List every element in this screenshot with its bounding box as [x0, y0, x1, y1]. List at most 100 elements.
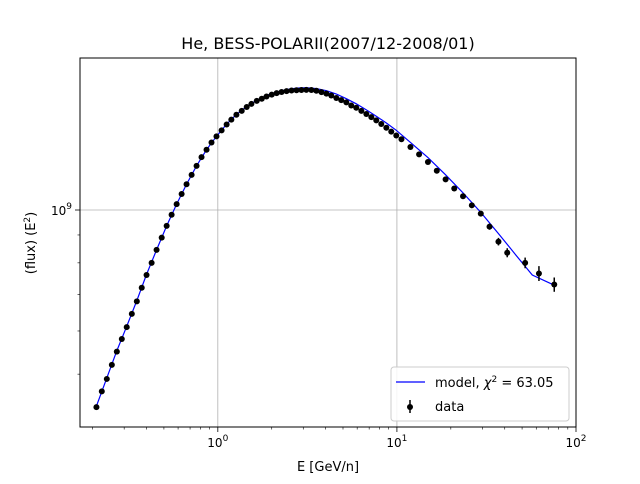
data-point: [228, 116, 235, 123]
data-point: [188, 171, 195, 178]
data-point: [108, 361, 115, 368]
data-point: [243, 103, 250, 110]
data-point: [273, 90, 280, 97]
data-point: [407, 143, 414, 150]
data-point: [328, 92, 335, 99]
data-point: [416, 151, 423, 158]
data-point: [113, 348, 120, 355]
x-tick-label-exp: 1: [402, 434, 408, 444]
legend-data-marker-swatch: [407, 404, 413, 410]
data-point: [343, 99, 350, 106]
y-tick-label: 109: [51, 202, 72, 218]
data-point: [278, 88, 285, 95]
data-point: [378, 120, 385, 127]
data-point: [303, 86, 310, 93]
data-point: [218, 127, 225, 134]
data-point: [433, 167, 440, 174]
data-point: [193, 162, 200, 169]
data-point: [248, 100, 255, 107]
data-point: [123, 324, 130, 331]
legend-model-prefix: model,: [435, 376, 484, 391]
data-point: [368, 114, 375, 121]
data-point: [383, 124, 390, 131]
data-point: [442, 176, 449, 183]
data-point: [308, 86, 315, 93]
data-point: [198, 154, 205, 161]
data-point: [213, 133, 220, 140]
data-point: [333, 94, 340, 101]
y-axis-label: (flux) (E2): [23, 212, 39, 275]
data-point: [283, 88, 290, 95]
data-point: [424, 158, 431, 165]
data-point: [522, 259, 529, 266]
y-axis-label-prefix: (flux) (E: [24, 223, 39, 275]
data-point: [263, 93, 270, 100]
data-point: [323, 90, 330, 97]
data-point: [253, 97, 260, 104]
legend-box: [390, 366, 570, 422]
chart-title: He, BESS-POLARII(2007/12-2008/01): [181, 34, 474, 53]
legend-data-label: data: [435, 400, 464, 415]
data-point: [143, 271, 150, 278]
data-point: [363, 110, 370, 117]
data-point: [388, 128, 395, 135]
data-point: [178, 190, 185, 197]
data-point: [451, 185, 458, 192]
data-point: [358, 107, 365, 114]
data-point: [348, 102, 355, 109]
x-tick-label-base: 10: [207, 436, 222, 450]
data-point: [258, 95, 265, 102]
x-tick-label-base: 10: [565, 436, 580, 450]
plot-frame: [79, 57, 577, 428]
data-point: [486, 223, 493, 230]
data-point: [183, 181, 190, 188]
data-point: [128, 310, 135, 317]
data-point: [338, 97, 345, 104]
data-point: [223, 121, 230, 128]
data-point: [298, 86, 305, 93]
series-layer: [93, 86, 558, 411]
data-point: [203, 146, 210, 153]
data-point: [98, 388, 105, 395]
data-point: [153, 246, 160, 253]
data-point: [103, 375, 110, 382]
data-point: [318, 89, 325, 96]
data-point: [495, 238, 502, 245]
data-point: [373, 117, 380, 124]
y-tick-label-exp: 9: [66, 202, 72, 212]
x-tick-label: 101: [386, 434, 407, 450]
data-point: [238, 107, 245, 114]
data-point: [551, 281, 558, 288]
data-point: [93, 404, 100, 411]
data-point: [477, 210, 484, 217]
legend-model-suffix: = 63.05: [497, 376, 553, 391]
legend: model, χ2 = 63.05 data: [390, 366, 570, 422]
y-tick-label-base: 10: [51, 204, 66, 218]
data-point: [353, 104, 360, 111]
data-point: [504, 249, 511, 256]
legend-model-sup: 2: [491, 375, 497, 385]
data-point: [398, 136, 405, 143]
data-point: [173, 201, 180, 208]
data-point: [233, 111, 240, 118]
x-tick-label: 100: [207, 434, 228, 450]
data-point: [293, 87, 300, 94]
data-point: [393, 132, 400, 139]
legend-model-chi: χ: [483, 376, 493, 391]
data-point: [268, 91, 275, 98]
data-point: [288, 87, 295, 94]
y-axis-label-suffix: ): [24, 212, 39, 217]
data-point: [118, 336, 125, 343]
data-point: [158, 234, 165, 241]
x-tick-label-base: 10: [386, 436, 401, 450]
x-tick-label: 102: [565, 434, 586, 450]
data-point: [133, 298, 140, 305]
x-tick-label-exp: 2: [581, 434, 587, 444]
x-axis-label: E [GeV/n]: [297, 460, 359, 475]
data-point: [208, 139, 215, 146]
data-point: [138, 284, 145, 291]
data-point: [468, 202, 475, 209]
